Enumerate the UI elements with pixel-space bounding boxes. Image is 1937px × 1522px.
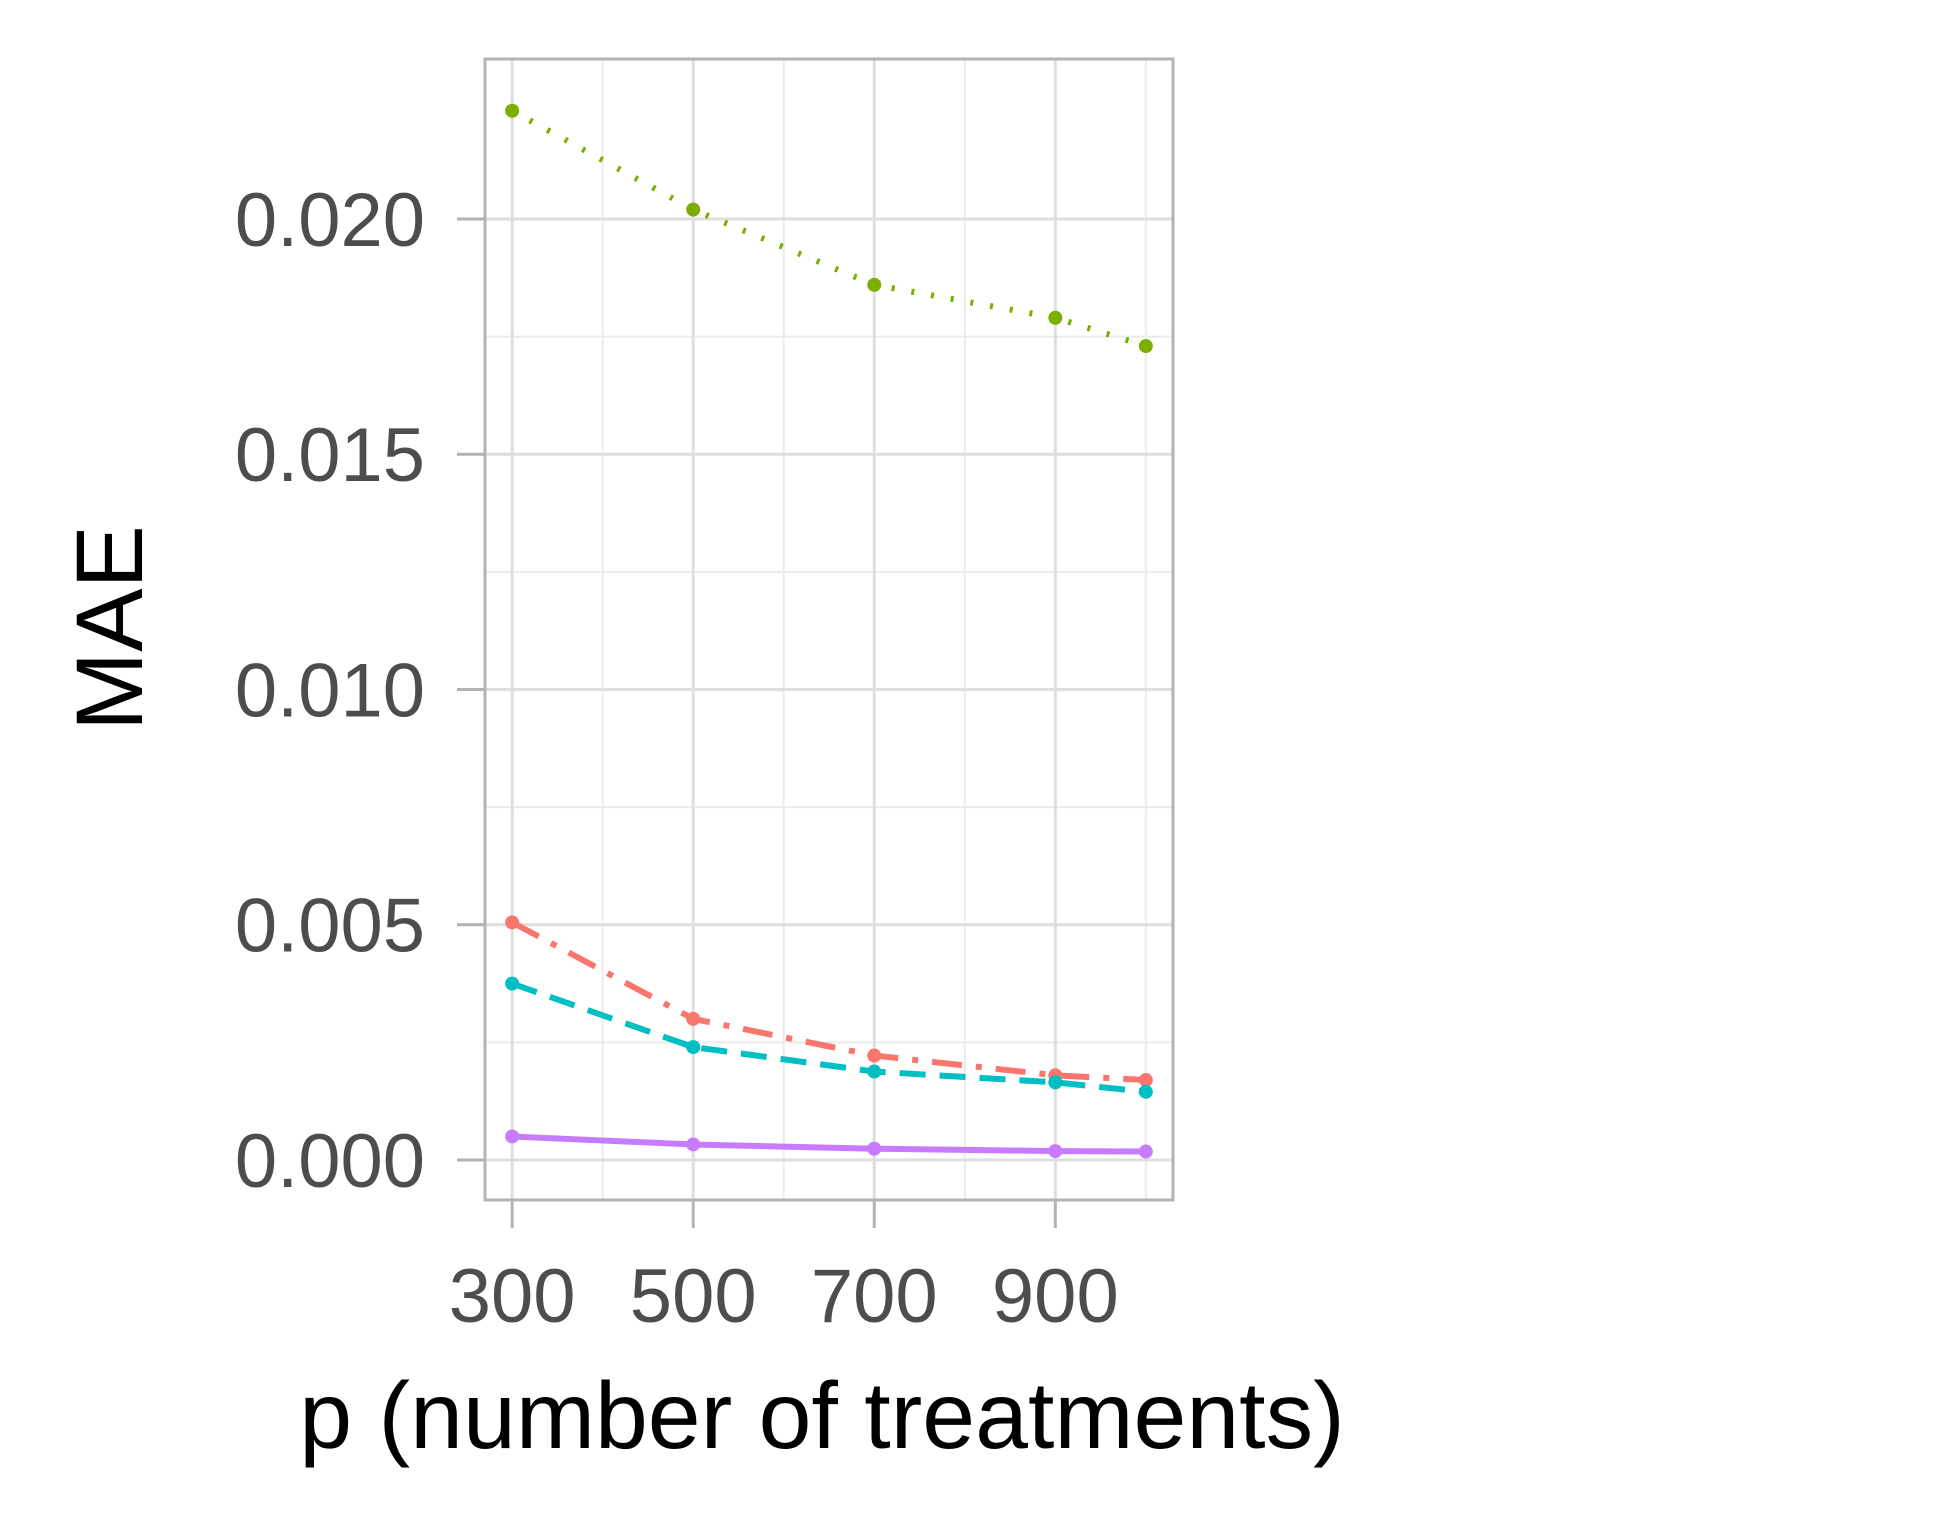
series-2-point-3 (1048, 1075, 1063, 1090)
x-tick-label-1: 500 (630, 1254, 757, 1339)
series-3-point-1 (686, 1137, 701, 1152)
y-tick-labels: 0.000 0.005 0.010 0.015 0.020 (235, 178, 425, 1204)
y-tick-label-2: 0.010 (235, 648, 425, 733)
x-tick-labels: 300 500 700 900 (449, 1254, 1119, 1339)
series-line-1 (510, 919, 1146, 1084)
series-3-point-3 (1048, 1144, 1063, 1159)
series-0-point-2 (867, 277, 882, 292)
y-tick-label-4: 0.020 (235, 178, 425, 263)
x-tick-label-3: 900 (992, 1254, 1119, 1339)
y-tick-label-1: 0.005 (235, 884, 425, 969)
series-line-0 (510, 108, 1147, 349)
series-0-point-4 (1138, 339, 1153, 354)
series-1-point-0 (505, 915, 520, 930)
series-3-point-0 (505, 1129, 520, 1144)
y-tick-label-3: 0.015 (235, 413, 425, 498)
minor-gridlines (485, 59, 1173, 1200)
x-axis-title: p (number of treatments) (299, 1363, 1344, 1469)
series-2-point-2 (867, 1064, 882, 1079)
series-3-point-4 (1138, 1144, 1153, 1159)
plot-panel-border (483, 57, 1175, 1202)
series-0-point-0 (505, 103, 520, 118)
series-1-point-1 (686, 1011, 701, 1026)
y-axis-title: MAE (57, 525, 163, 731)
x-tick-label-2: 700 (811, 1254, 938, 1339)
series-layer (505, 103, 1153, 1159)
series-0-point-1 (686, 202, 701, 217)
series-2-point-4 (1138, 1084, 1153, 1099)
series-1-point-4 (1138, 1073, 1153, 1088)
axis-ticks (457, 217, 1057, 1228)
major-gridlines (485, 59, 1173, 1200)
series-2-point-0 (505, 976, 520, 991)
series-1-point-2 (867, 1048, 882, 1063)
x-tick-label-0: 300 (449, 1254, 576, 1339)
series-3-point-2 (867, 1141, 882, 1156)
y-tick-label-0: 0.000 (235, 1119, 425, 1204)
series-2-point-1 (686, 1040, 701, 1055)
series-0-point-3 (1048, 310, 1063, 325)
